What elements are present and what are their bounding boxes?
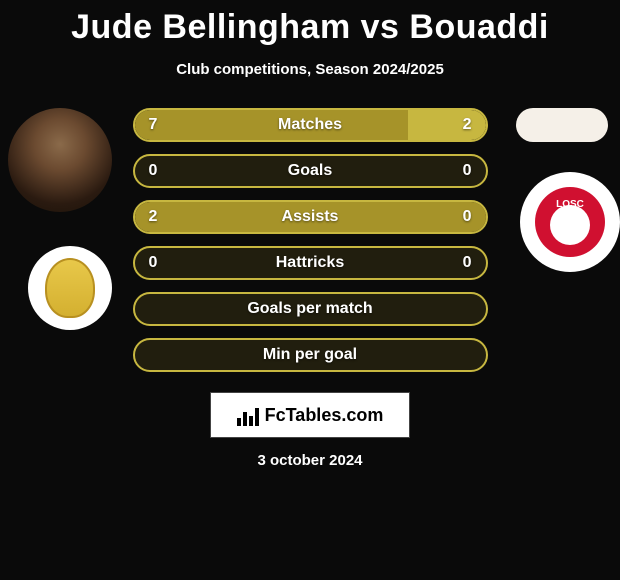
- stat-bar-value-left: 7: [149, 116, 158, 134]
- losc-crest-icon: LOSC: [535, 187, 605, 257]
- stat-bar-label: Min per goal: [135, 346, 486, 364]
- stat-bar-value-left: 0: [149, 254, 158, 272]
- stat-bar: Goals0 0: [133, 154, 488, 188]
- date-text: 3 october 2024: [0, 452, 620, 469]
- stat-bar-value-right: 2: [463, 116, 472, 134]
- stat-bar: Hattricks0 0: [133, 246, 488, 280]
- content-area: LOSC Matches72Goals00Assists20Hattricks0…: [0, 108, 620, 469]
- stat-bar-label: Assists: [135, 208, 486, 226]
- club-right-badge: LOSC: [520, 172, 620, 272]
- brand-text: FcTables.com: [265, 405, 384, 426]
- stat-bar-value-left: 2: [149, 208, 158, 226]
- subtitle: Club competitions, Season 2024/2025: [0, 61, 620, 78]
- stat-bar-value-left: 0: [149, 162, 158, 180]
- stat-bars: Matches72Goals00Assists20Hattricks00Goal…: [133, 108, 488, 372]
- stat-bar: Matches7 2: [133, 108, 488, 142]
- stat-bar-value-right: 0: [463, 254, 472, 272]
- stat-bar-value-right: 0: [463, 208, 472, 226]
- stat-bar: Min per goal: [133, 338, 488, 372]
- player-right-avatar: [516, 108, 608, 142]
- comparison-card: Jude Bellingham vs Bouaddi Club competit…: [0, 0, 620, 469]
- stat-bar: Goals per match: [133, 292, 488, 326]
- stat-bar-value-right: 0: [463, 162, 472, 180]
- page-title: Jude Bellingham vs Bouaddi: [0, 0, 620, 47]
- stat-bar-label: Goals per match: [135, 300, 486, 318]
- club-left-badge: [28, 246, 112, 330]
- stat-bar-label: Goals: [135, 162, 486, 180]
- stat-bar-label: Matches: [135, 116, 486, 134]
- stat-bar: Assists2 0: [133, 200, 488, 234]
- brand-box[interactable]: FcTables.com: [210, 392, 410, 438]
- player-left-avatar: [8, 108, 112, 212]
- stat-bar-label: Hattricks: [135, 254, 486, 272]
- real-madrid-crest-icon: [45, 258, 95, 318]
- fctables-logo-icon: [237, 404, 259, 426]
